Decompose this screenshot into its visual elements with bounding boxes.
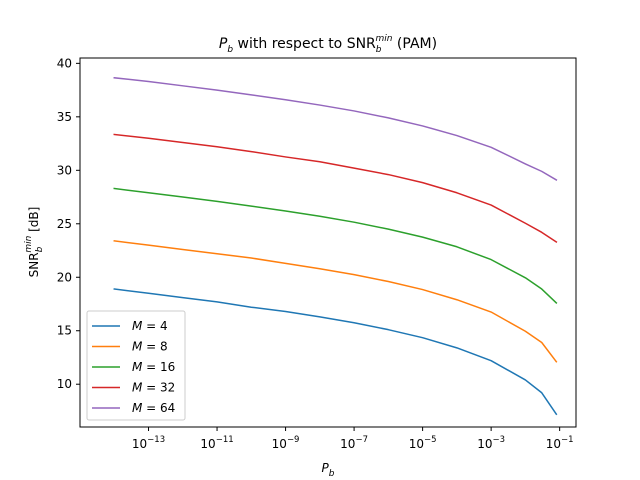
plot-area-frame xyxy=(79,57,577,428)
series-line-m4 xyxy=(113,288,558,416)
x-tick-label: 10−3 xyxy=(477,435,505,451)
y-tick-label: 25 xyxy=(57,217,72,231)
y-tick-label: 40 xyxy=(57,56,72,70)
series-lines xyxy=(113,76,558,416)
series-line-m8 xyxy=(113,240,558,363)
legend: M = 4 M = 8 M = 16 M = 32 M = 64 xyxy=(86,310,186,421)
legend-label-m4: M = 4 xyxy=(132,319,168,333)
y-tick-label: 10 xyxy=(57,377,72,391)
x-tick-label: 10−13 xyxy=(132,435,165,451)
x-tick-label: 10−11 xyxy=(200,435,233,451)
x-tick-label: 10−5 xyxy=(409,435,437,451)
x-axis-label: Pb xyxy=(322,461,335,479)
x-tick-label: 10−9 xyxy=(272,435,300,451)
chart-title: Pb with respect to SNRbmin (PAM) xyxy=(219,34,437,55)
x-axis-ticks: 10−13 10−11 10−9 10−7 10−5 10−3 10−1 xyxy=(132,427,574,451)
y-tick-label: 15 xyxy=(57,324,72,338)
y-tick-label: 35 xyxy=(57,110,72,124)
legend-label-m64: M = 64 xyxy=(132,401,175,415)
legend-label-m16: M = 16 xyxy=(132,360,175,374)
legend-label-m32: M = 32 xyxy=(132,381,175,395)
x-tick-label: 10−7 xyxy=(340,435,368,451)
series-line-m32 xyxy=(113,133,558,244)
series-line-m64 xyxy=(113,76,558,181)
x-tick-label: 10−1 xyxy=(546,435,574,451)
y-axis-label: SNRbmin [dB] xyxy=(24,207,45,278)
y-tick-label: 20 xyxy=(57,270,72,284)
legend-label-m8: M = 8 xyxy=(132,340,168,354)
y-axis-ticks: 10 15 20 25 30 35 40 xyxy=(57,56,80,391)
legend-box xyxy=(86,310,186,421)
series-line-m16 xyxy=(113,187,558,304)
y-tick-label: 30 xyxy=(57,163,72,177)
